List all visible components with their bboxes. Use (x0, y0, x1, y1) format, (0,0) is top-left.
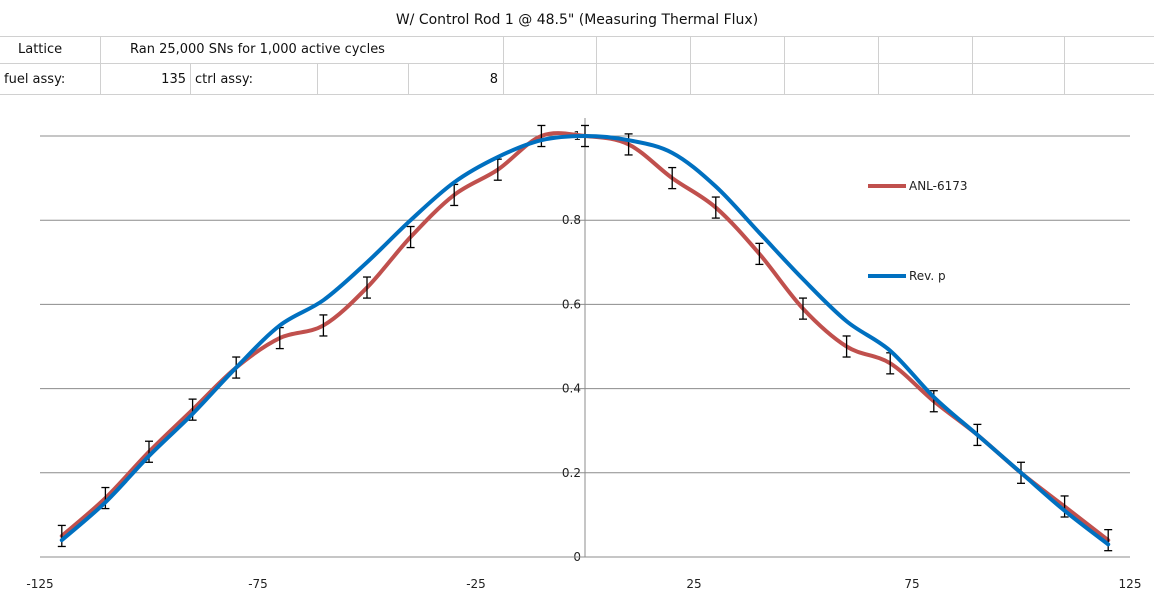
error-bar (842, 335, 851, 358)
spreadsheet-header: W/ Control Rod 1 @ 48.5" (Measuring Ther… (0, 0, 1154, 95)
x-tick-label: 125 (1119, 577, 1142, 591)
x-tick-label: 75 (904, 577, 919, 591)
error-bar (57, 524, 66, 548)
grid-line (0, 94, 1154, 95)
error-bar (668, 166, 677, 190)
error-bar (1104, 528, 1113, 552)
legend-item[interactable]: Rev. p (868, 269, 946, 283)
error-bar (319, 314, 328, 337)
cell-fuel-assy-value[interactable]: 135 (161, 72, 186, 87)
cell-run-description[interactable]: Ran 25,000 SNs for 1,000 active cycles (130, 42, 385, 57)
cell-lattice[interactable]: Lattice (18, 42, 63, 57)
grid-line (972, 36, 973, 94)
x-tick-label: -125 (26, 577, 53, 591)
grid-line (784, 36, 785, 94)
chart-axes: 00.20.40.60.81-125 -75 -25 25 75 125 (26, 118, 1141, 591)
y-tick-label: 0.6 (562, 297, 581, 311)
grid-line (878, 36, 879, 94)
y-tick-label: 0.2 (562, 466, 581, 480)
error-bar (624, 133, 633, 156)
grid-line (690, 36, 691, 94)
error-bar (363, 276, 371, 299)
cell-ctrl-assy-label[interactable]: ctrl assy: (195, 72, 253, 87)
error-bar (406, 225, 415, 249)
error-bar (711, 196, 720, 219)
error-bar (537, 124, 546, 148)
sheet-title[interactable]: W/ Control Rod 1 @ 48.5" (Measuring Ther… (395, 12, 759, 28)
legend-item[interactable]: ANL-6173 (868, 179, 968, 193)
grid-line (100, 36, 101, 94)
grid-line (0, 63, 1154, 64)
chart-legend: ANL-6173 Rev. p (868, 179, 968, 283)
grid-line (1064, 36, 1065, 94)
y-tick-label: 0.4 (562, 382, 581, 396)
error-bar (929, 390, 938, 413)
grid-line (503, 36, 504, 94)
y-tick-label: 0.8 (562, 213, 581, 227)
flux-chart[interactable]: 00.20.40.60.81-125 -75 -25 25 75 125 ANL-6173… (0, 95, 1154, 605)
x-tick-label: 25 (686, 577, 701, 591)
grid-line (317, 63, 318, 94)
grid-line (408, 63, 409, 94)
grid-line (190, 63, 191, 94)
cell-ctrl-assy-value[interactable]: 8 (489, 72, 498, 87)
error-bar (1060, 495, 1069, 518)
legend-label: Rev. p (909, 269, 946, 283)
error-bar (799, 297, 807, 320)
series-line-rev-p (59, 134, 1111, 547)
error-bar (755, 242, 764, 266)
cell-fuel-assy-label[interactable]: fuel assy: (4, 72, 66, 87)
error-bar (101, 486, 110, 510)
grid-line (0, 36, 1154, 37)
legend-label: ANL-6173 (909, 179, 968, 193)
x-tick-label: -25 (466, 577, 486, 591)
x-tick-label: -75 (248, 577, 268, 591)
chart-series (57, 124, 1113, 552)
grid-line (596, 36, 597, 94)
